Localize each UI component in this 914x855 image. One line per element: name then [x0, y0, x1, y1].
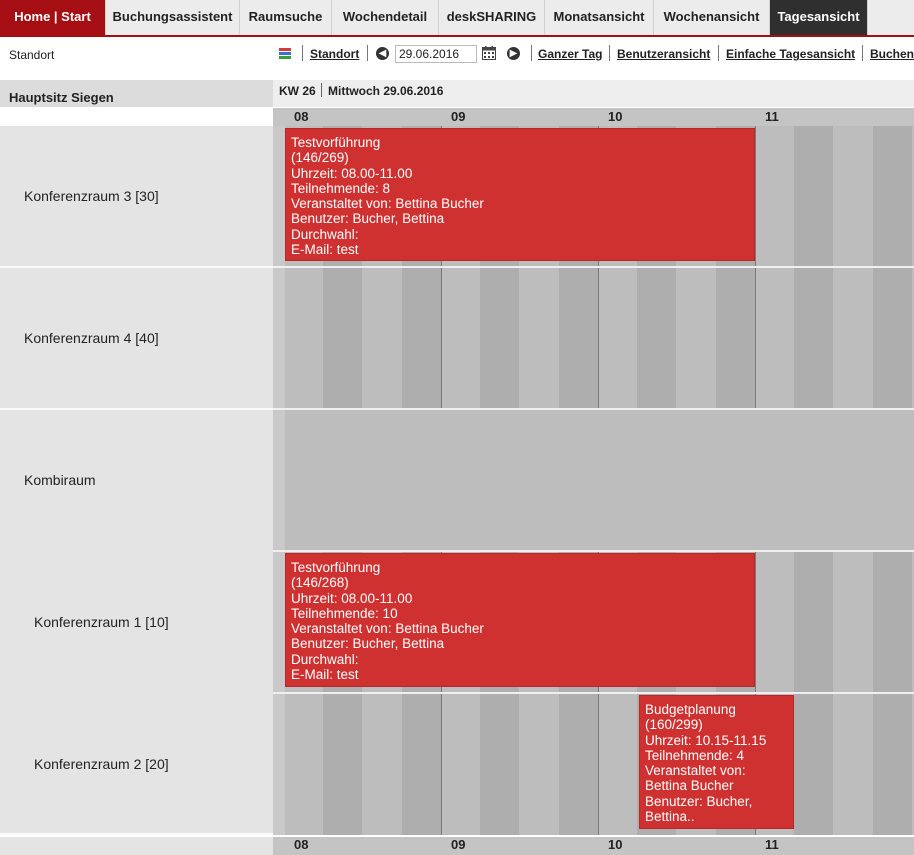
tab-raumsuche[interactable]: Raumsuche	[240, 0, 332, 35]
booking-line: Benutzer: Bucher, Bettina	[291, 211, 445, 227]
sidebar-footer	[0, 837, 273, 855]
booking-line: Testvorführung	[291, 135, 381, 150]
hour-label: 10	[608, 837, 623, 852]
tab-home-start[interactable]: Home | Start	[0, 0, 106, 35]
toolbar-separator	[367, 45, 368, 61]
toolbar-separator	[862, 45, 863, 61]
hour-label: 09	[451, 837, 466, 852]
standort-link[interactable]: Standort	[310, 47, 360, 61]
tab-monatsansicht[interactable]: Monatsansicht	[545, 0, 654, 35]
room-name: Kombiraum	[24, 472, 96, 488]
hour-header-top: 08 09 10 11	[273, 108, 914, 126]
room-row[interactable]: Konferenzraum 2 [20]	[0, 694, 273, 835]
hour-label: 08	[294, 109, 309, 124]
room-name: Konferenzraum 3 [30]	[24, 188, 159, 204]
room-row[interactable]: Konferenzraum 4 [40]	[0, 268, 273, 410]
date-header-row	[273, 80, 914, 107]
row-divider	[273, 408, 914, 410]
grid-gutter	[273, 126, 285, 835]
booking-line: (146/268)	[291, 575, 349, 591]
booking-line: E-Mail: test	[291, 242, 359, 258]
booking-block[interactable]: Budgetplanung (160/299) Uhrzeit: 10.15-1…	[639, 695, 794, 829]
week-number: KW 26	[279, 84, 316, 98]
toolbar-separator	[531, 45, 532, 61]
location-bar	[0, 80, 273, 107]
color-legend-icon[interactable]	[279, 48, 291, 60]
booking-line: Teilnehmende: 8	[291, 180, 391, 196]
booking-line: Teilnehmende: 4	[645, 747, 745, 763]
booking-line: Budgetplanung	[645, 702, 736, 717]
booking-line: Veranstaltet von: Bettina Bucher	[291, 196, 484, 212]
row-divider	[273, 266, 914, 268]
tab-wochenansicht[interactable]: Wochenansicht	[654, 0, 770, 35]
benutzeransicht-link[interactable]: Benutzeransicht	[617, 47, 711, 61]
row-divider	[273, 692, 914, 694]
room-name: Konferenzraum 2 [20]	[34, 756, 169, 772]
room-row[interactable]: Konferenzraum 3 [30]	[0, 126, 273, 268]
date-input[interactable]	[395, 45, 477, 63]
toolbar-separator	[609, 45, 610, 61]
booking-line: Uhrzeit: 08.00-11.00	[291, 590, 413, 606]
hour-label: 08	[294, 837, 309, 852]
booking-line: Benutzer: Bucher,	[645, 793, 753, 809]
tab-tagesansicht[interactable]: Tagesansicht	[770, 0, 868, 35]
hour-header-bottom: 08 09 10 11	[273, 837, 914, 855]
hour-label: 11	[765, 109, 779, 124]
tab-wochendetail[interactable]: Wochendetail	[332, 0, 439, 35]
room-name: Konferenzraum 4 [40]	[24, 330, 159, 346]
ganzer-tag-link[interactable]: Ganzer Tag	[538, 47, 603, 61]
booking-block[interactable]: Testvorführung (146/269) Uhrzeit: 08.00-…	[285, 128, 755, 261]
booking-line: Teilnehmende: 10	[291, 605, 398, 621]
booking-line: (160/299)	[645, 717, 703, 733]
einfache-tagesansicht-link[interactable]: Einfache Tagesansicht	[726, 47, 856, 61]
booking-line: Durchwahl:	[291, 651, 359, 667]
arrow-right-circle-icon[interactable]: ▶	[507, 47, 520, 60]
booking-line: (146/269)	[291, 150, 349, 166]
booking-line: Benutzer: Bucher, Bettina	[291, 636, 445, 652]
booking-line: Veranstaltet von: Bettina Bucher	[291, 621, 484, 637]
location-title: Hauptsitz Siegen	[9, 90, 114, 105]
arrow-left-circle-icon[interactable]: ◀	[376, 47, 389, 60]
room-row[interactable]: Kombiraum	[0, 410, 273, 552]
booking-line: Uhrzeit: 08.00-11.00	[291, 165, 413, 181]
booking-line: Bettina Bucher	[645, 778, 734, 794]
hour-label: 09	[451, 109, 466, 124]
booking-line: Uhrzeit: 10.15-11.15	[645, 732, 767, 748]
booking-line: Durchwahl:	[291, 226, 359, 242]
room-row[interactable]: Konferenzraum 1 [10]	[0, 552, 273, 694]
hour-label: 10	[608, 109, 623, 124]
booking-line: Veranstaltet von:	[645, 763, 746, 779]
standort-label: Standort	[9, 48, 55, 62]
booking-line: Bettina..	[645, 809, 695, 825]
calendar-icon[interactable]	[482, 46, 496, 60]
hour-label: 11	[765, 837, 779, 852]
booking-block[interactable]: Testvorführung (146/268) Uhrzeit: 08.00-…	[285, 553, 755, 687]
toolbar-separator	[302, 45, 303, 61]
booking-line: Testvorführung	[291, 560, 381, 575]
day-label: Mittwoch 29.06.2016	[328, 84, 444, 98]
tab-desksharing[interactable]: deskSHARING	[439, 0, 545, 35]
room-name: Konferenzraum 1 [10]	[34, 614, 169, 630]
buchen-link[interactable]: Buchen	[870, 47, 914, 61]
header-separator	[321, 83, 322, 97]
tab-buchungsassistent[interactable]: Buchungsassistent	[106, 0, 240, 35]
booking-line: E-Mail: test	[291, 667, 359, 683]
main-navigation: Home | Start Buchungsassistent Raumsuche…	[0, 0, 914, 37]
kombiraum-slot[interactable]	[285, 410, 914, 550]
row-divider	[273, 550, 914, 552]
toolbar-separator	[718, 45, 719, 61]
sidebar-header	[0, 37, 273, 74]
